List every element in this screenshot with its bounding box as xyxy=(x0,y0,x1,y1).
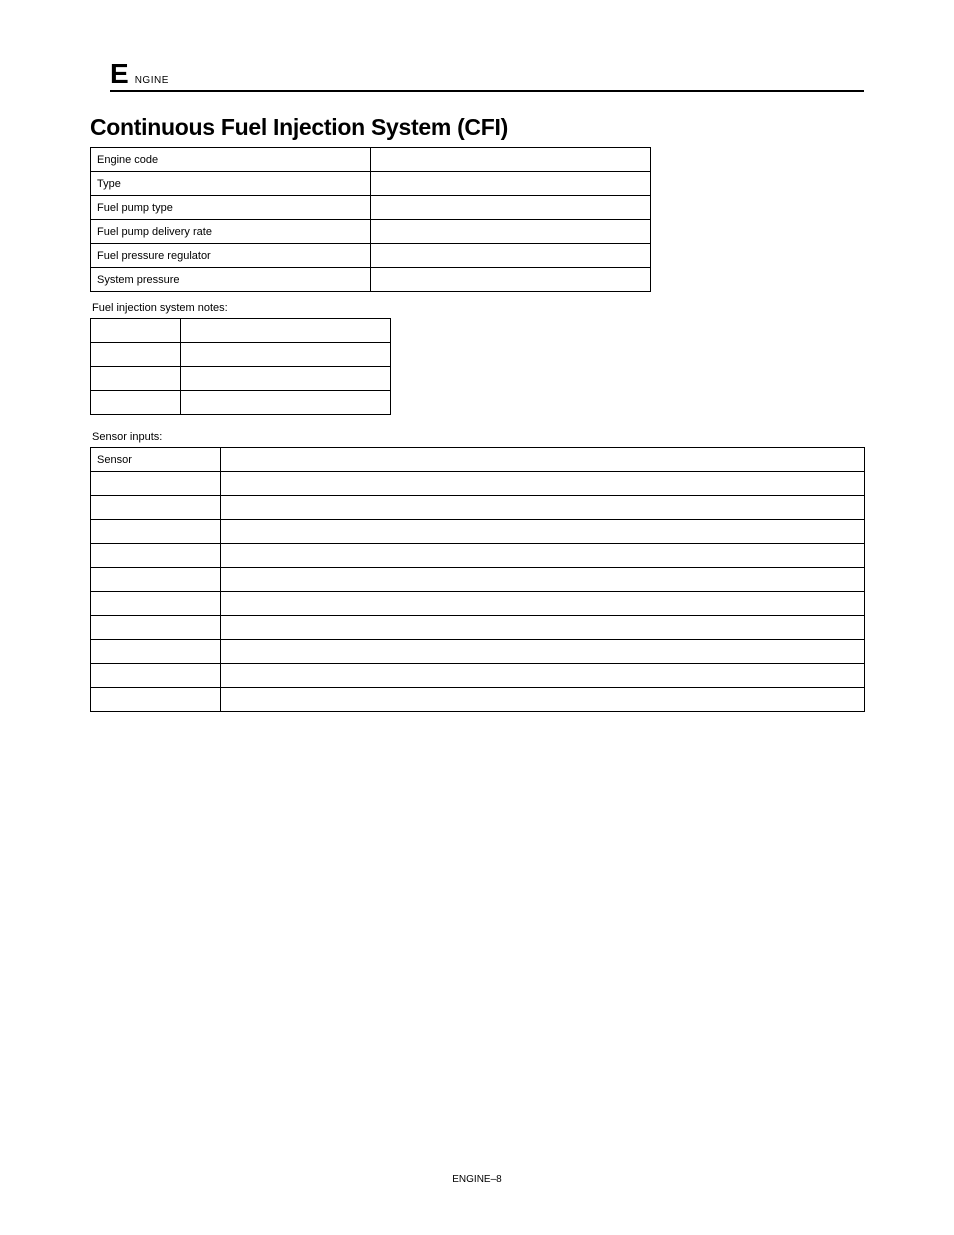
spec-value xyxy=(371,148,651,172)
table-row xyxy=(91,568,865,592)
sensor-label xyxy=(91,496,221,520)
note-value xyxy=(181,319,391,343)
section-title: Continuous Fuel Injection System (CFI) xyxy=(90,114,864,141)
note-key xyxy=(91,367,181,391)
sensor-desc xyxy=(221,472,865,496)
sensor-heading: Sensor inputs: xyxy=(92,431,864,443)
notes-heading: Fuel injection system notes: xyxy=(92,302,864,314)
sensor-label xyxy=(91,640,221,664)
table-row: Sensor xyxy=(91,448,865,472)
note-value xyxy=(181,367,391,391)
spec-value xyxy=(371,220,651,244)
spec-value xyxy=(371,268,651,292)
spec-label: Type xyxy=(91,172,371,196)
header-word-remainder: NGINE xyxy=(135,75,169,88)
spec-value xyxy=(371,244,651,268)
page-container: E NGINE Continuous Fuel Injection System… xyxy=(0,0,954,752)
sensor-desc xyxy=(221,640,865,664)
table-row xyxy=(91,343,391,367)
spec-label: Fuel pump delivery rate xyxy=(91,220,371,244)
spec-table: Engine code Type Fuel pump type Fuel pum… xyxy=(90,147,651,292)
table-row: Type xyxy=(91,172,651,196)
sensor-desc xyxy=(221,496,865,520)
sensor-desc xyxy=(221,616,865,640)
note-value xyxy=(181,343,391,367)
sensor-label xyxy=(91,664,221,688)
sensor-label xyxy=(91,616,221,640)
table-row xyxy=(91,496,865,520)
sensor-desc xyxy=(221,544,865,568)
sensor-label xyxy=(91,568,221,592)
spec-label: System pressure xyxy=(91,268,371,292)
page-number: ENGINE–8 xyxy=(0,1174,954,1185)
spec-label: Fuel pump type xyxy=(91,196,371,220)
table-row xyxy=(91,391,391,415)
table-row xyxy=(91,616,865,640)
sensor-desc xyxy=(221,520,865,544)
table-row xyxy=(91,544,865,568)
header-initial: E xyxy=(110,60,129,88)
sensor-table: Sensor xyxy=(90,447,865,712)
sensor-label xyxy=(91,472,221,496)
sensor-label xyxy=(91,592,221,616)
notes-table xyxy=(90,318,391,415)
page-header-bar: E NGINE xyxy=(110,60,864,92)
table-row: System pressure xyxy=(91,268,651,292)
table-row xyxy=(91,664,865,688)
note-key xyxy=(91,319,181,343)
sensor-desc xyxy=(221,688,865,712)
table-row xyxy=(91,592,865,616)
sensor-desc xyxy=(221,568,865,592)
spec-label: Fuel pressure regulator xyxy=(91,244,371,268)
table-row: Fuel pressure regulator xyxy=(91,244,651,268)
spec-value xyxy=(371,196,651,220)
spec-value xyxy=(371,172,651,196)
sensor-label xyxy=(91,544,221,568)
table-row xyxy=(91,367,391,391)
sensor-desc xyxy=(221,664,865,688)
sensor-label xyxy=(91,688,221,712)
sensor-label xyxy=(91,520,221,544)
table-row xyxy=(91,640,865,664)
spec-label: Engine code xyxy=(91,148,371,172)
sensor-desc xyxy=(221,448,865,472)
sensor-label: Sensor xyxy=(91,448,221,472)
table-row: Fuel pump type xyxy=(91,196,651,220)
table-row xyxy=(91,472,865,496)
sensor-desc xyxy=(221,592,865,616)
table-row xyxy=(91,520,865,544)
note-key xyxy=(91,391,181,415)
note-key xyxy=(91,343,181,367)
table-row xyxy=(91,688,865,712)
table-row: Engine code xyxy=(91,148,651,172)
table-row: Fuel pump delivery rate xyxy=(91,220,651,244)
table-row xyxy=(91,319,391,343)
note-value xyxy=(181,391,391,415)
